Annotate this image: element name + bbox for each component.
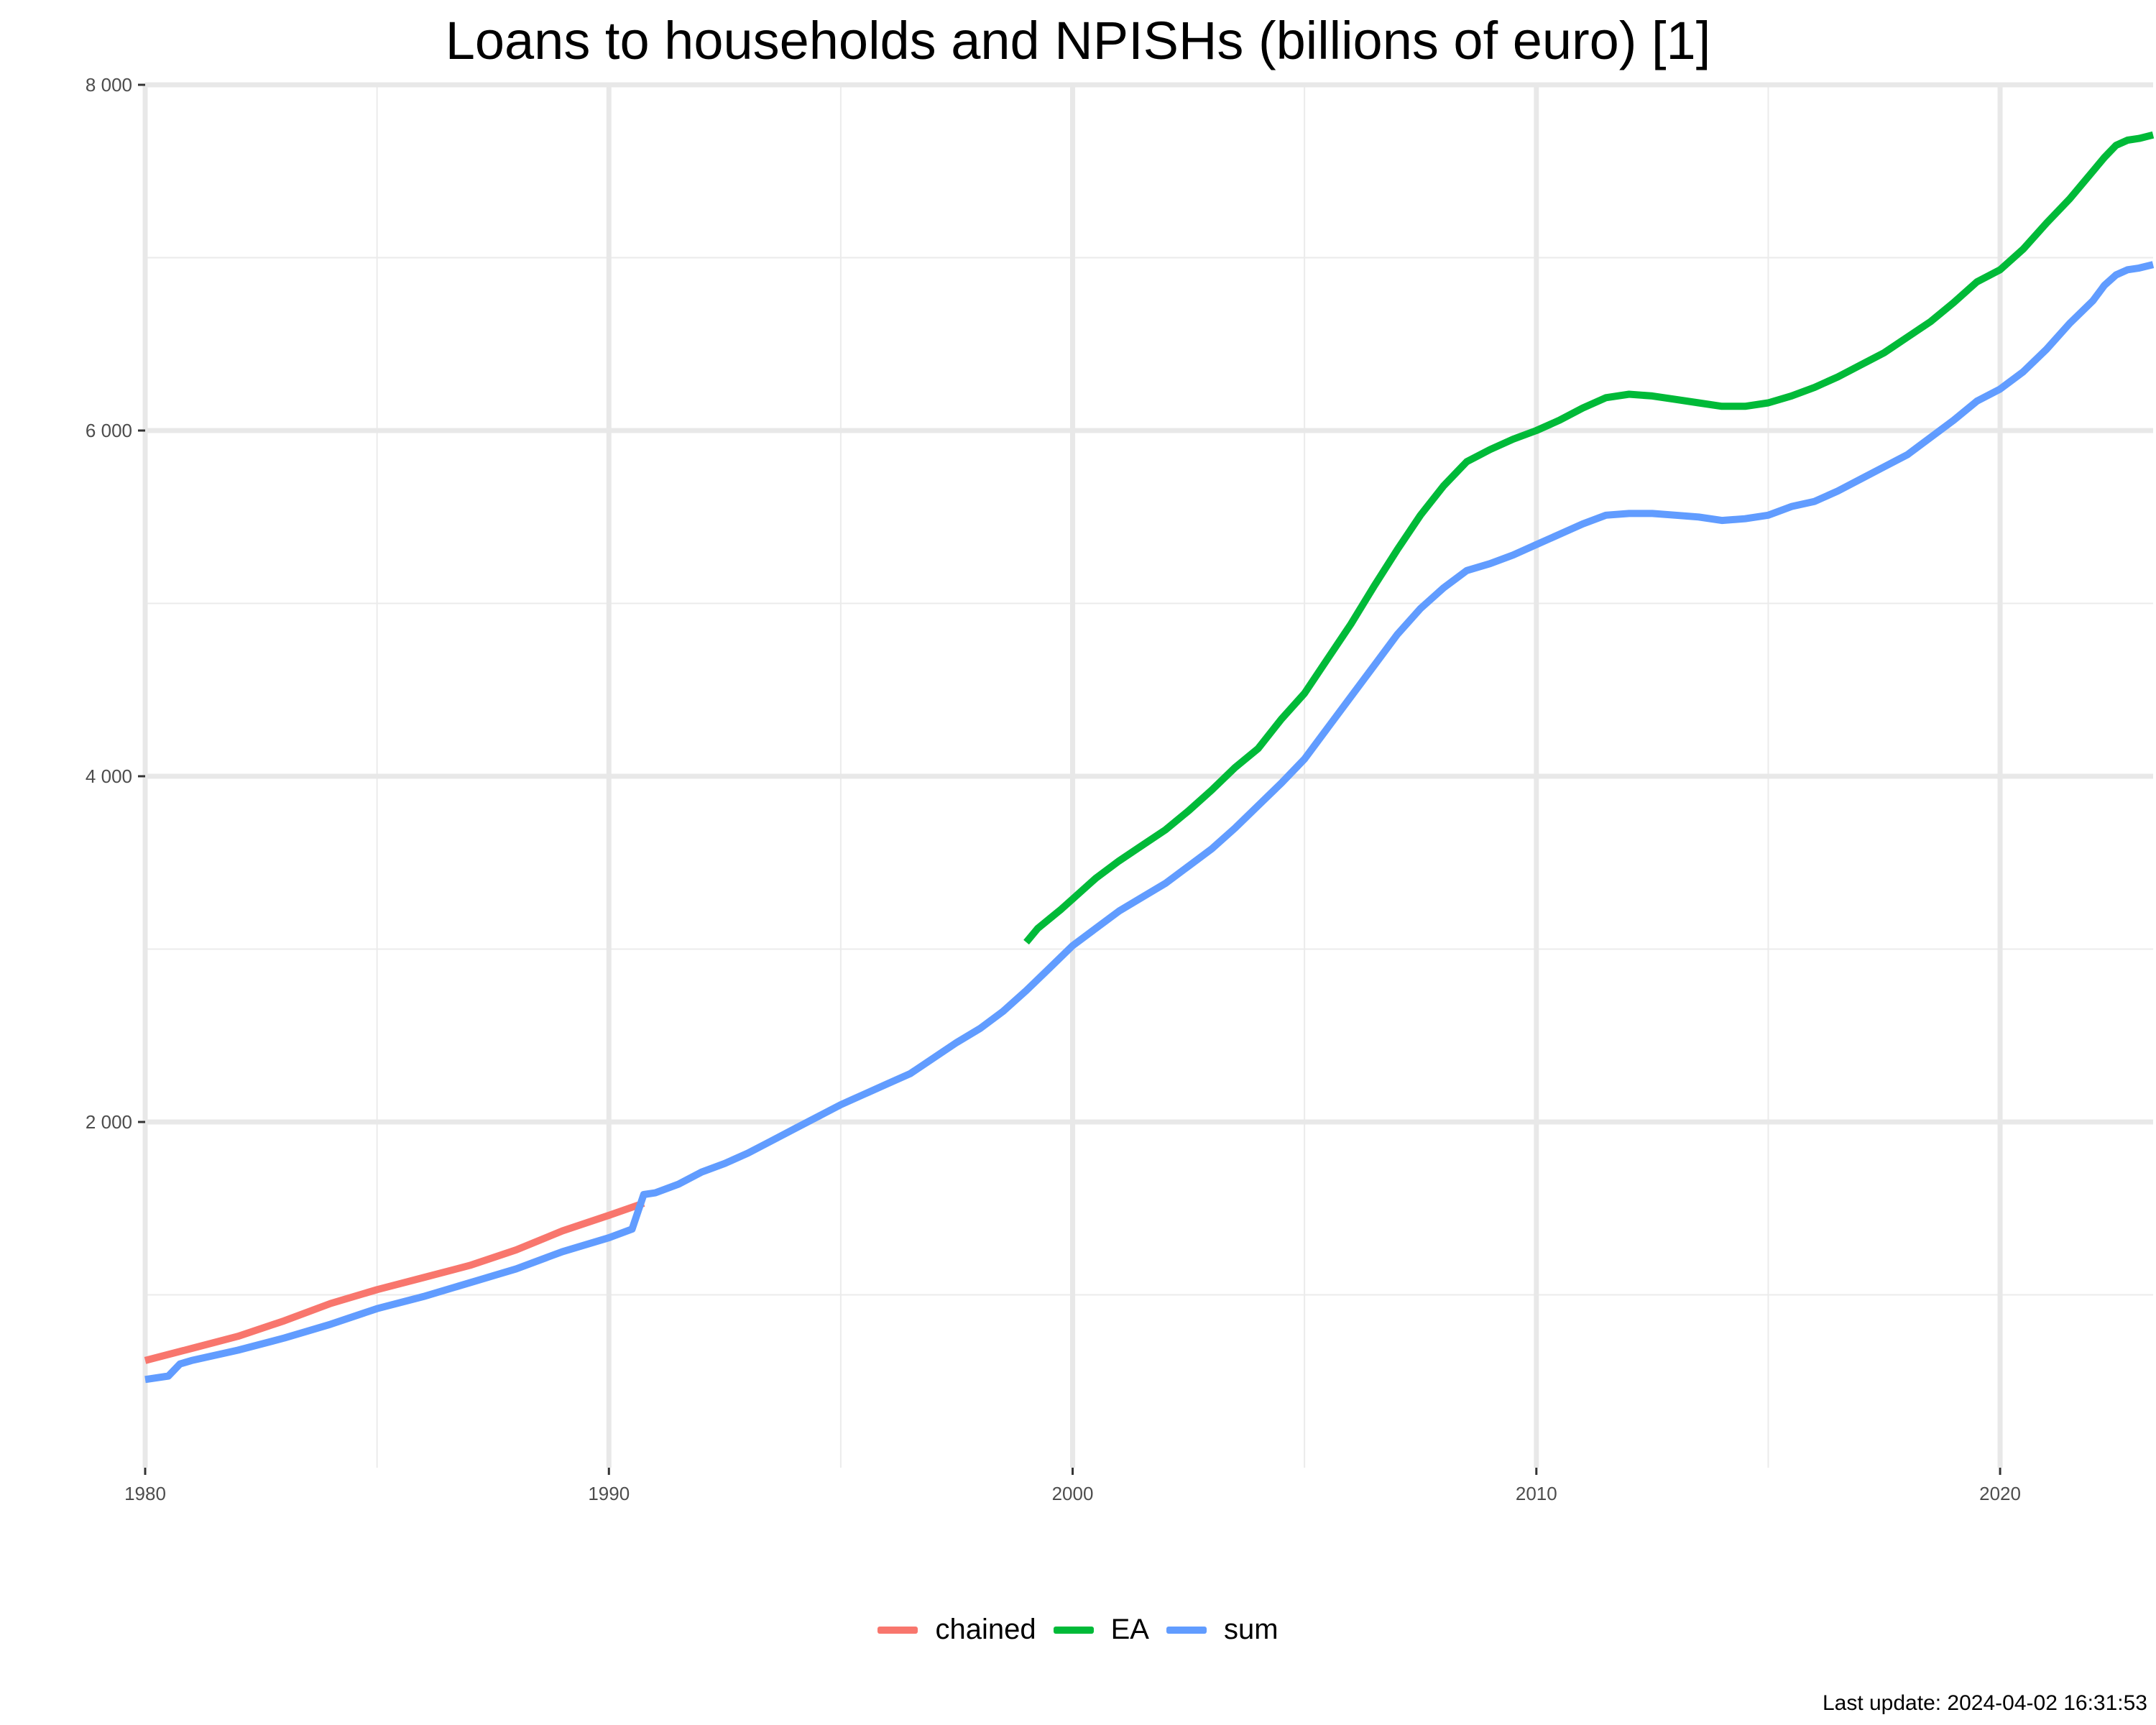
major-gridlines [142, 82, 2153, 1468]
y-tick-label: 6 000 [86, 420, 132, 441]
last-update-note: Last update: 2024-04-02 16:31:53 [1822, 1691, 2147, 1715]
series-line-ea [1023, 131, 2155, 945]
x-tick-label: 1990 [588, 1483, 630, 1504]
x-tick-label: 1980 [124, 1483, 166, 1504]
legend-label-chained: chained [935, 1614, 1036, 1645]
series-lines [144, 131, 2155, 1384]
x-axis: 1980 1990 2000 2010 2020 [124, 1468, 2021, 1504]
legend-item-sum: sum [1166, 1614, 1279, 1646]
series-line-sum [144, 261, 2155, 1384]
y-tick-label: 8 000 [86, 74, 132, 96]
y-axis: 2 000 4 000 6 000 8 000 [86, 74, 145, 1133]
x-tick-label: 2010 [1516, 1483, 1557, 1504]
chart-title: Loans to households and NPISHs (billions… [445, 11, 1711, 70]
legend-item-chained: chained [877, 1614, 1036, 1646]
legend-item-ea: EA [1053, 1614, 1149, 1646]
y-tick-label: 4 000 [86, 765, 132, 787]
series-line-chained [144, 1200, 645, 1364]
legend: chained EA sum [0, 1614, 2156, 1646]
y-tick-label: 2 000 [86, 1111, 132, 1133]
legend-swatch-ea [1053, 1626, 1094, 1634]
x-tick-label: 2020 [1979, 1483, 2021, 1504]
x-tick-label: 2000 [1052, 1483, 1094, 1504]
legend-label-ea: EA [1110, 1614, 1149, 1645]
legend-swatch-sum [1166, 1626, 1207, 1634]
legend-swatch-chained [877, 1626, 918, 1634]
legend-label-sum: sum [1223, 1614, 1279, 1645]
